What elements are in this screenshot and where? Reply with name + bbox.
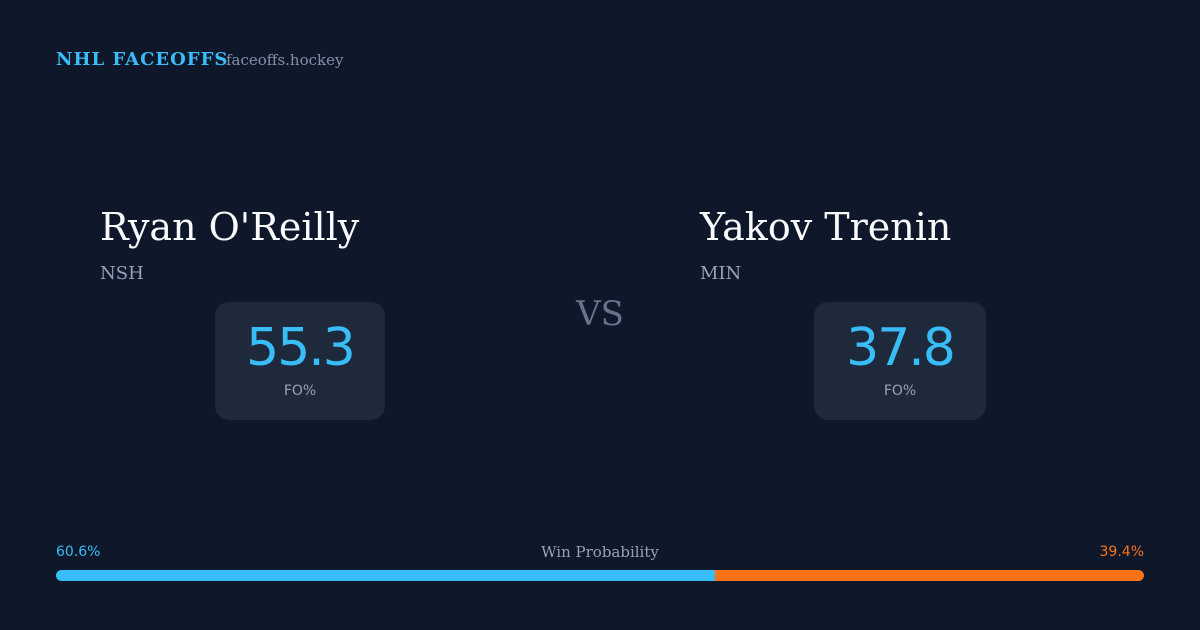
team: MIN bbox=[700, 263, 742, 284]
player-card: Ryan O'Reilly NSH 55.3 FO% bbox=[100, 0, 500, 630]
fo-label: FO% bbox=[883, 383, 917, 399]
site-name: faceoffs.hockey bbox=[226, 51, 344, 69]
win-prob-segment bbox=[715, 570, 1144, 581]
win-prob-bar bbox=[56, 570, 1144, 581]
fo-value: 37.8 bbox=[846, 318, 956, 378]
win-prob-label: 39.4% bbox=[1099, 544, 1144, 560]
player-name: Yakov Trenin bbox=[700, 205, 952, 249]
win-prob-label: 60.6% bbox=[56, 544, 101, 560]
fo-label: FO% bbox=[283, 383, 317, 399]
vs-label: VS bbox=[576, 294, 624, 334]
win-prob-segment bbox=[56, 570, 716, 581]
fo-value: 55.3 bbox=[246, 318, 356, 378]
stat-box: 55.3 FO% bbox=[215, 302, 385, 420]
win-prob-title: Win Probability bbox=[541, 543, 659, 561]
player-name: Ryan O'Reilly bbox=[100, 205, 360, 249]
player-card: Yakov Trenin MIN 37.8 FO% bbox=[700, 0, 1100, 630]
team: NSH bbox=[100, 263, 144, 284]
stat-box: 37.8 FO% bbox=[814, 302, 986, 420]
brand-title: NHL FACEOFFS bbox=[56, 49, 229, 70]
